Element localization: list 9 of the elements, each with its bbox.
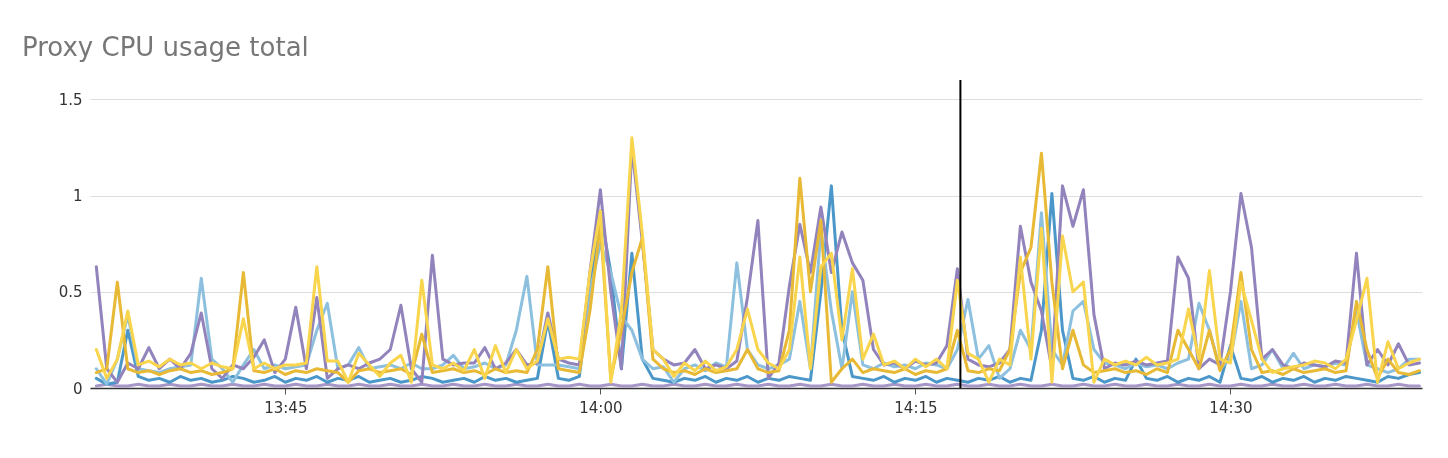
y-tick-label: 1 [72,187,83,205]
x-tick-label: 14:30 [1209,398,1253,417]
y-tick-label: 0.5 [58,283,83,302]
x-tick-label: 13:45 [264,398,308,417]
chart-title: Proxy CPU usage total [22,32,309,62]
y-tick-label: 0 [72,379,83,398]
x-tick-label: 14:00 [579,398,623,417]
y-tick-label: 1.5 [58,90,83,109]
x-tick-label: 14:15 [894,398,938,417]
